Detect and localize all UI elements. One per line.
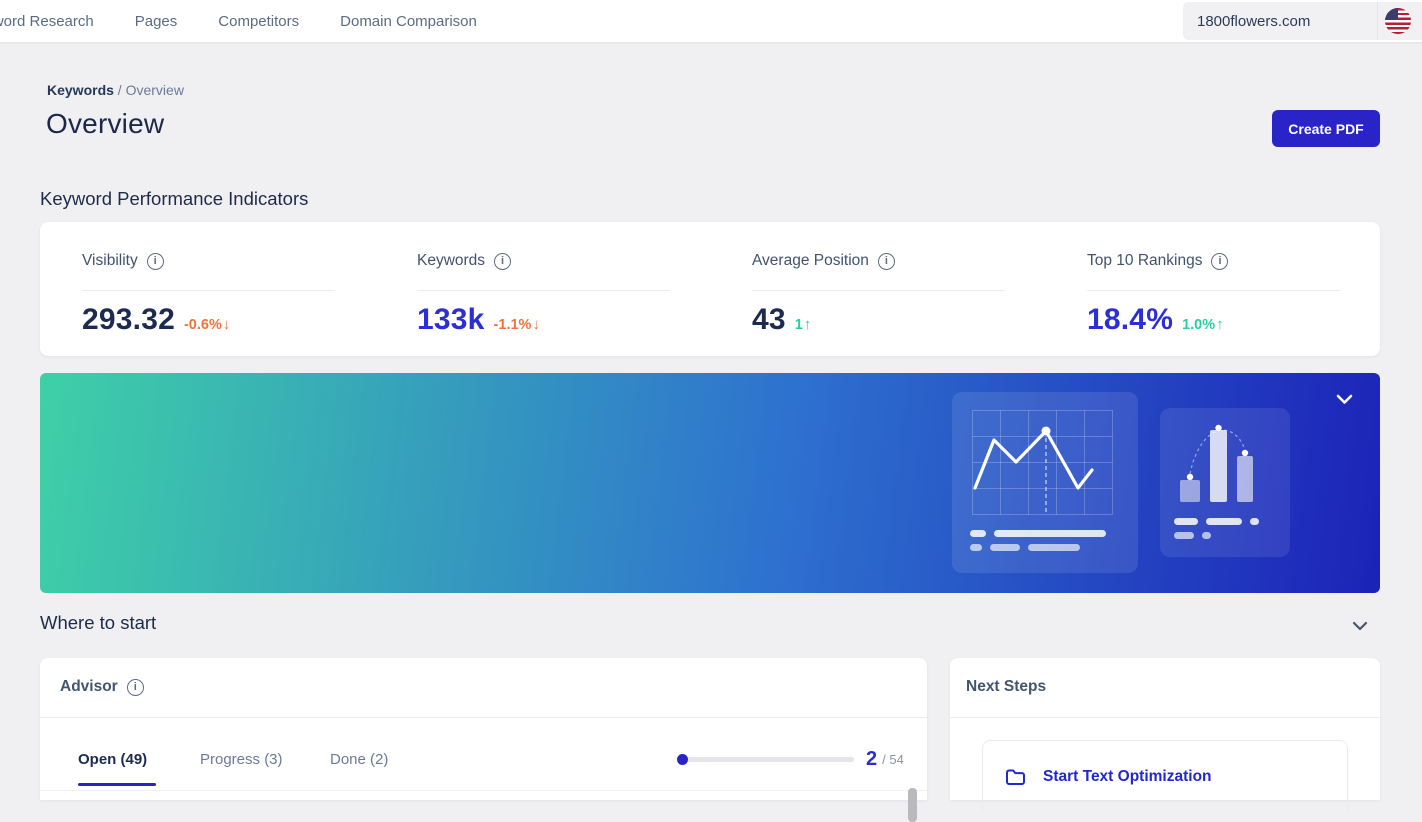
breadcrumb-separator: /	[113, 82, 126, 98]
progress-track	[677, 754, 854, 765]
info-icon[interactable]	[494, 252, 512, 270]
arrow-down-icon: ↓	[532, 316, 540, 333]
advisor-progress: 2 / 54	[677, 748, 908, 771]
arrow-down-icon: ↓	[222, 316, 231, 333]
kpi-divider	[417, 290, 670, 291]
next-steps-card: Next Steps Start Text Optimization	[950, 658, 1380, 812]
breadcrumb: Keywords / Overview	[47, 82, 184, 98]
scrollbar-thumb[interactable]	[908, 788, 917, 822]
kpi-card-row: Visibility 293.32 -0.6%↓ Keywords 133k -…	[40, 222, 1380, 356]
kpi-divider	[1087, 290, 1340, 291]
text-skeleton	[1174, 532, 1211, 539]
advisor-title: Advisor	[60, 678, 118, 695]
kpi-keywords: Keywords 133k -1.1%↓	[375, 222, 710, 356]
nav-item-pages[interactable]: Pages	[134, 12, 178, 30]
info-icon[interactable]	[146, 252, 164, 270]
breadcrumb-current: Overview	[125, 82, 184, 98]
info-icon[interactable]	[126, 678, 144, 696]
breadcrumb-keywords[interactable]: Keywords	[47, 82, 114, 98]
kpi-keywords-label: Keywords	[417, 252, 486, 269]
kpi-visibility-delta: -0.6%↓	[183, 316, 231, 333]
tab-done[interactable]: Done (2)	[330, 751, 389, 768]
kpi-divider	[82, 290, 335, 291]
text-skeleton	[1174, 518, 1259, 525]
kpi-section-title: Keyword Performance Indicators	[40, 188, 309, 209]
kpi-visibility: Visibility 293.32 -0.6%↓	[40, 222, 375, 356]
folder-icon	[1006, 769, 1025, 785]
progress-total: / 54	[882, 752, 904, 767]
domain-selector-value[interactable]: 1800flowers.com	[1197, 12, 1311, 30]
kpi-average-position-value: 43	[752, 303, 786, 336]
kpi-divider	[752, 290, 1005, 291]
text-skeleton	[970, 544, 1080, 551]
kpi-top10-rankings-label: Top 10 Rankings	[1087, 252, 1203, 269]
kpi-keywords-value: 133k	[417, 303, 485, 336]
tab-progress[interactable]: Progress (3)	[200, 751, 283, 768]
info-icon[interactable]	[1211, 252, 1229, 270]
next-step-label: Start Text Optimization	[1043, 767, 1212, 785]
next-steps-title: Next Steps	[966, 678, 1047, 695]
next-step-item-text-optimization[interactable]: Start Text Optimization	[982, 740, 1348, 812]
line-chart-illustration	[952, 392, 1138, 573]
kpi-visibility-label: Visibility	[82, 252, 138, 269]
divider	[40, 717, 927, 718]
create-pdf-button[interactable]: Create PDF	[1272, 110, 1380, 147]
kpi-average-position-label: Average Position	[752, 252, 869, 269]
top-nav-items: Keyword Research Pages Competitors Domai…	[0, 0, 477, 42]
arrow-up-icon: ↑	[803, 316, 812, 333]
domain-selector-divider	[1377, 2, 1378, 40]
divider	[950, 717, 1380, 718]
us-flag-icon[interactable]	[1385, 8, 1411, 34]
nav-item-competitors[interactable]: Competitors	[218, 12, 300, 30]
progress-dot	[677, 754, 688, 765]
chevron-down-icon[interactable]	[1336, 394, 1353, 405]
nav-item-keyword-research[interactable]: Keyword Research	[0, 12, 94, 30]
promo-banner: Get found online faster Find below a lis…	[40, 373, 1380, 593]
domain-selector[interactable]: 1800flowers.com	[1183, 2, 1422, 40]
info-icon[interactable]	[877, 252, 895, 270]
advisor-card: Advisor Open (49) Progress (3) Done (2) …	[40, 658, 927, 822]
kpi-average-position: Average Position 43 1↑	[710, 222, 1045, 356]
active-tab-indicator	[78, 783, 156, 786]
kpi-top10-rankings-value: 18.4%	[1087, 303, 1174, 336]
where-to-start-title: Where to start	[40, 612, 157, 633]
top-navigation-bar: Keyword Research Pages Competitors Domai…	[0, 0, 1422, 42]
kpi-keywords-delta: -1.1%↓	[493, 316, 540, 333]
nav-item-domain-comparison[interactable]: Domain Comparison	[340, 12, 477, 30]
bar-chart-illustration	[1160, 408, 1290, 557]
tab-open[interactable]: Open (49)	[78, 751, 148, 768]
chevron-down-icon[interactable]	[1352, 621, 1368, 631]
kpi-top10-rankings-delta: 1.0%↑	[1182, 316, 1224, 333]
arrow-up-icon: ↑	[1216, 316, 1224, 333]
kpi-visibility-value: 293.32	[82, 303, 175, 336]
progress-completed: 2	[866, 748, 878, 770]
kpi-average-position-delta: 1↑	[794, 316, 812, 333]
divider	[40, 790, 927, 791]
kpi-top10-rankings: Top 10 Rankings 18.4% 1.0%↑	[1045, 222, 1380, 356]
text-skeleton	[970, 530, 1106, 537]
page-title: Overview	[46, 108, 165, 139]
